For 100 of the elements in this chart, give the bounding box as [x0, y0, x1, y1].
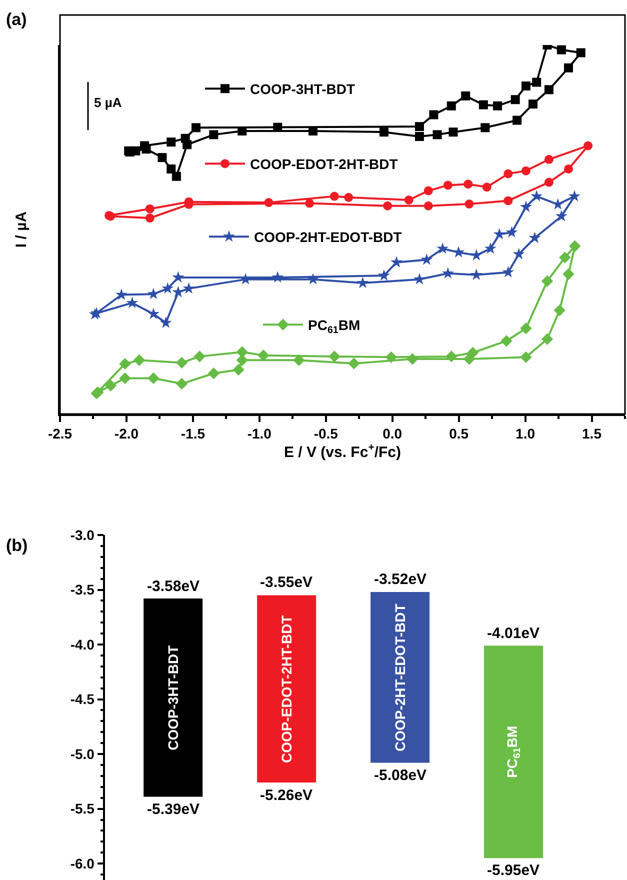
point	[504, 196, 513, 206]
point	[158, 153, 167, 162]
y-tick-label: -6.0	[70, 855, 95, 872]
annotation: -5.08eV	[374, 767, 427, 784]
annotation: 5 µA	[94, 95, 122, 110]
point	[520, 322, 532, 334]
bar	[484, 646, 544, 858]
x-tick-label: -0.5	[314, 426, 338, 442]
point	[414, 122, 424, 132]
point	[356, 276, 369, 288]
point	[530, 190, 543, 202]
point	[568, 190, 580, 202]
point	[500, 335, 512, 347]
point	[378, 269, 390, 281]
legend-label: COOP-2HT-EDOT-BDT	[254, 229, 402, 246]
point	[182, 140, 192, 150]
annotation: -3.58eV	[147, 578, 200, 595]
point	[443, 180, 452, 190]
x-tick-label: -2.0	[114, 426, 139, 442]
y-axis-title: I / µA	[13, 211, 30, 248]
point	[148, 372, 160, 384]
text: COOP-EDOT-2HT-BDT	[278, 615, 295, 763]
x-tick-label: -2.5	[48, 426, 72, 442]
point	[258, 349, 270, 362]
point	[584, 141, 593, 150]
point	[576, 48, 586, 58]
point	[209, 130, 218, 140]
point	[556, 45, 566, 54]
point	[506, 226, 518, 238]
point	[484, 242, 496, 254]
point	[528, 232, 541, 244]
point	[432, 130, 442, 140]
point	[559, 252, 571, 264]
point	[172, 172, 181, 181]
y-tick-label: -3.5	[70, 582, 95, 598]
point	[564, 164, 573, 174]
y-tick-label: -4.0	[70, 636, 95, 652]
point	[464, 180, 473, 189]
point	[126, 296, 138, 308]
point	[147, 308, 160, 320]
point	[305, 198, 314, 208]
point	[482, 182, 492, 192]
point	[510, 95, 520, 104]
x-axis-title: E / V (vs. Fc$^{+}$/Fc)	[284, 442, 402, 462]
annotation: -5.26eV	[260, 787, 313, 804]
x-tick-label: -1.5	[180, 426, 206, 442]
point	[328, 350, 340, 362]
point	[176, 356, 188, 369]
y-tick-label: -5.5	[70, 800, 95, 817]
point	[272, 271, 284, 283]
point	[429, 110, 438, 120]
point	[470, 249, 482, 260]
point	[480, 123, 490, 132]
point	[390, 256, 402, 268]
point	[172, 271, 184, 283]
point	[147, 288, 160, 300]
point	[493, 228, 506, 240]
text: COOP-2HT-EDOT-BDT	[392, 604, 408, 752]
point	[119, 358, 131, 370]
x-tick-label: 0.0	[382, 426, 402, 442]
point	[493, 101, 502, 110]
point	[436, 242, 449, 254]
point	[554, 304, 566, 316]
point	[442, 267, 454, 279]
annotation: -3.52eV	[374, 571, 427, 588]
point	[379, 128, 388, 137]
point	[406, 353, 418, 365]
point	[383, 201, 392, 210]
point	[520, 351, 532, 364]
point	[307, 273, 319, 284]
point	[504, 169, 513, 178]
point	[145, 204, 154, 214]
point	[192, 123, 200, 132]
x-tick-label: 1.0	[516, 426, 536, 442]
point	[562, 268, 574, 280]
point	[446, 101, 456, 110]
point	[446, 350, 458, 362]
point	[194, 350, 206, 362]
point	[104, 380, 117, 392]
legend-label: COOP-EDOT-2HT-BDT	[250, 156, 398, 172]
point	[330, 192, 339, 201]
text: COOP-3HT-BDT	[165, 645, 182, 750]
point	[569, 240, 581, 252]
point	[470, 268, 482, 280]
point	[541, 333, 554, 345]
point	[145, 214, 154, 223]
point	[385, 351, 398, 364]
point	[463, 353, 476, 365]
annotation: -5.95eV	[487, 862, 540, 879]
legend-label: COOP-3HT-BDT	[250, 81, 356, 98]
point	[293, 354, 305, 366]
point	[424, 186, 433, 196]
point	[176, 378, 188, 390]
point	[544, 85, 554, 94]
point	[348, 358, 360, 370]
y-tick-label: -3.0	[70, 526, 95, 543]
point	[162, 282, 174, 294]
x-tick-label: 0.5	[449, 426, 469, 442]
point	[521, 166, 530, 176]
point	[424, 201, 433, 210]
